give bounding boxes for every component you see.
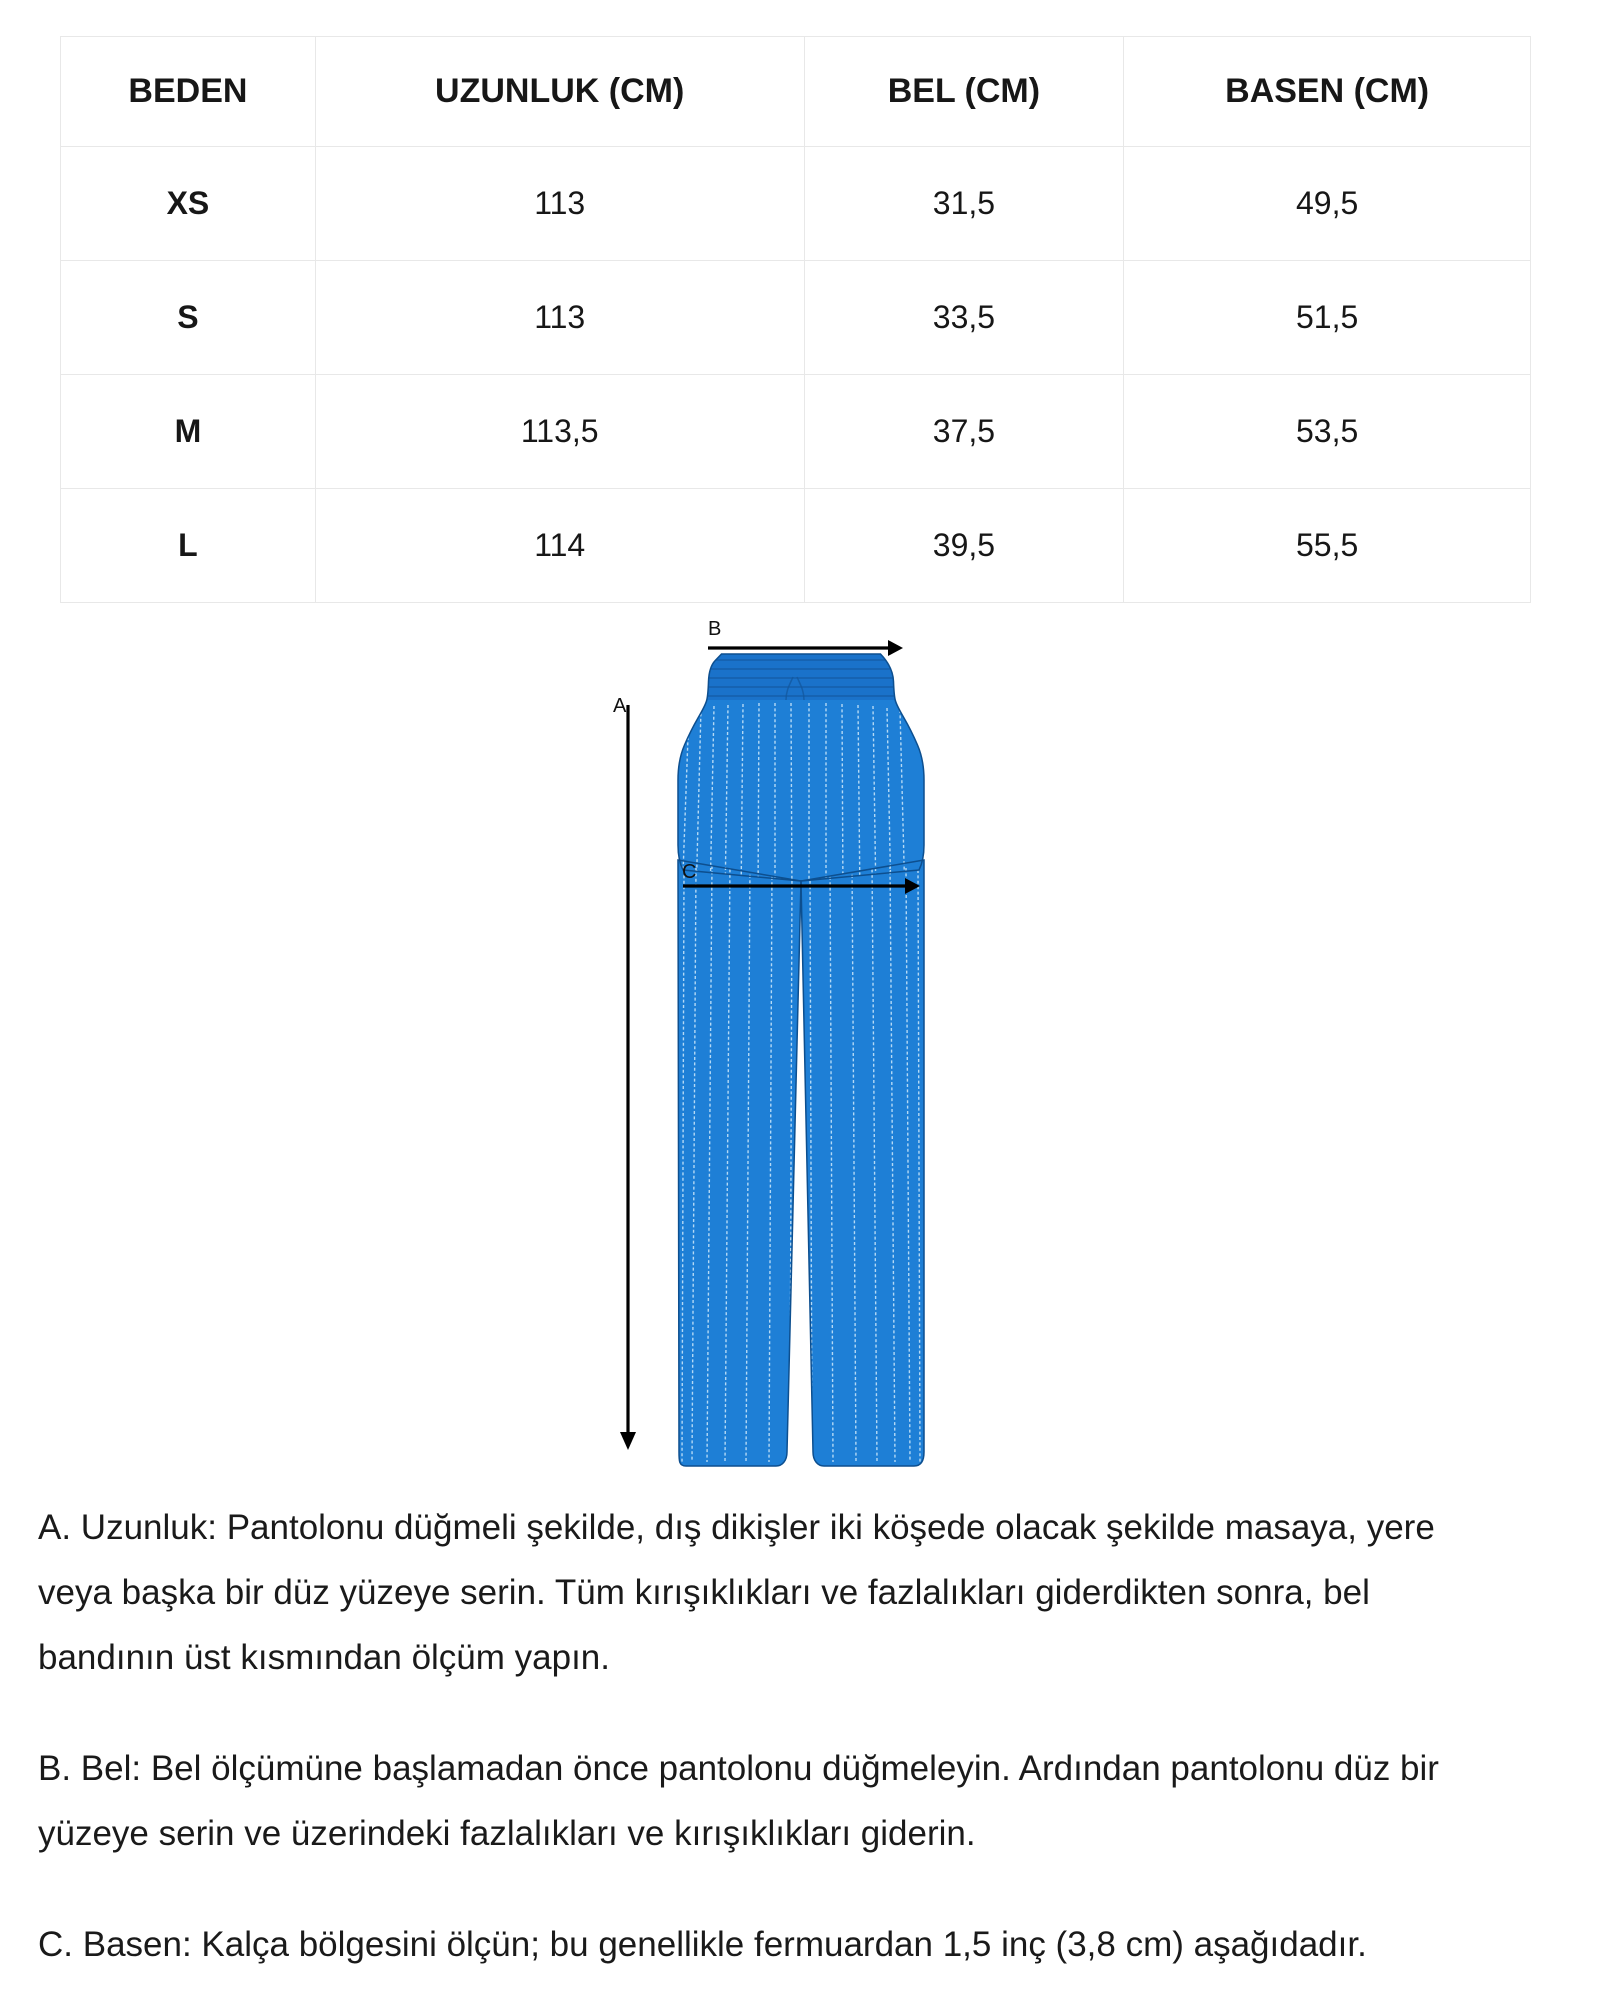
svg-text:A: A <box>613 695 627 717</box>
svg-text:C: C <box>682 861 696 883</box>
svg-text:B: B <box>708 618 721 640</box>
